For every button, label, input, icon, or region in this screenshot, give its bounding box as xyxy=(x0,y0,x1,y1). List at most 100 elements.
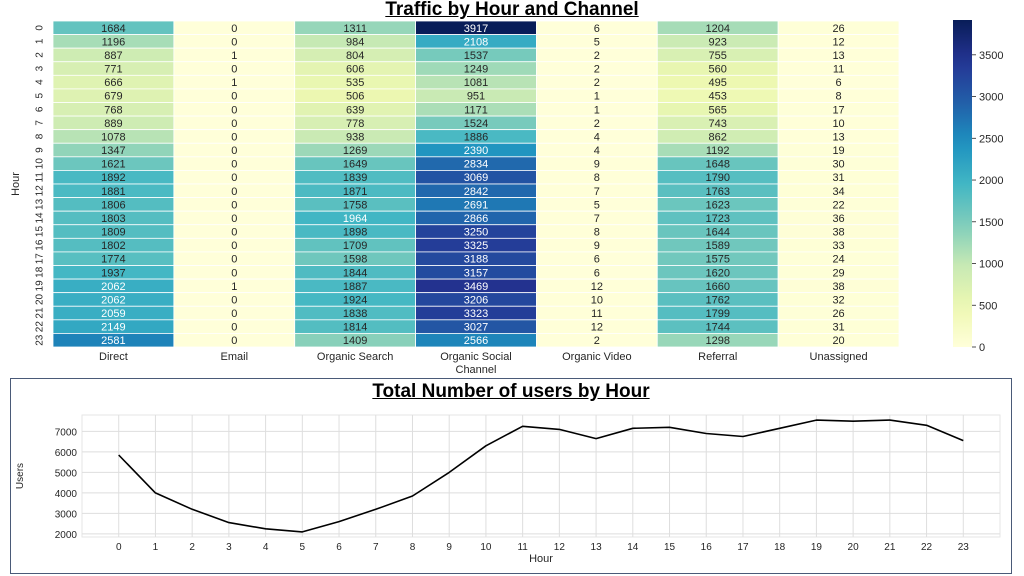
heatmap-cell-label: 506 xyxy=(346,91,364,103)
heatmap-cell-label: 9 xyxy=(594,240,600,252)
heatmap-cell-label: 1660 xyxy=(705,281,729,293)
heatmap-cell-label: 2866 xyxy=(464,213,488,225)
colorbar-tick-label: 2500 xyxy=(979,133,1003,145)
heatmap-cell-label: 34 xyxy=(832,186,844,198)
heatmap-cell-label: 29 xyxy=(832,267,844,279)
heatmap-cell-label: 984 xyxy=(346,36,364,48)
heatmap-cell-label: 0 xyxy=(231,294,237,306)
y-tick-label: 6000 xyxy=(55,448,78,459)
heatmap-cell-label: 11 xyxy=(591,308,602,320)
heatmap-cell-label: 31 xyxy=(832,322,844,334)
line-chart-title: Total Number of users by Hour xyxy=(372,381,650,402)
heatmap-cell-label: 453 xyxy=(709,91,727,103)
heatmap-cell-label: 0 xyxy=(231,240,237,252)
heatmap-cell-label: 2390 xyxy=(464,145,488,157)
heatmap-cell-label: 1892 xyxy=(101,172,125,184)
x-tick-label: Direct xyxy=(99,351,128,363)
y-axis-label: Users xyxy=(15,463,26,489)
heatmap-cell-label: 560 xyxy=(709,64,727,76)
x-tick-label: 20 xyxy=(848,542,860,553)
colorbar-tick-label: 3500 xyxy=(979,50,1003,62)
heatmap-cell-label: 2 xyxy=(594,64,600,76)
heatmap-cell-label: 1 xyxy=(231,281,237,293)
heatmap-cell-label: 804 xyxy=(346,50,364,62)
x-axis-label: Channel xyxy=(456,364,497,376)
heatmap-cell-label: 3469 xyxy=(464,281,488,293)
heatmap-cell-label: 1881 xyxy=(101,186,125,198)
heatmap-cell-label: 5 xyxy=(594,199,600,211)
heatmap-cell-label: 4 xyxy=(594,145,600,157)
heatmap-cell-label: 2062 xyxy=(101,281,125,293)
heatmap-panel: Traffic by Hour and Channel 1684 0 1311 391… xyxy=(10,0,1003,376)
heatmap-cell-label: 1 xyxy=(594,104,600,116)
x-tick-label: 14 xyxy=(627,542,639,553)
heatmap-cell-label: 19 xyxy=(832,145,844,157)
heatmap-cell-label: 0 xyxy=(231,131,237,143)
heatmap-cell-label: 1809 xyxy=(101,227,125,239)
heatmap-cell-label: 743 xyxy=(709,118,727,130)
heatmap-cell-label: 1623 xyxy=(705,199,729,211)
heatmap-cell-label: 1887 xyxy=(343,281,367,293)
heatmap-cell-label: 0 xyxy=(231,159,237,171)
x-tick-label: 8 xyxy=(410,542,416,553)
heatmap-cell-label: 1806 xyxy=(101,199,125,211)
heatmap-cell-label: 3917 xyxy=(464,23,488,35)
heatmap-cell-label: 565 xyxy=(709,104,727,116)
y-tick-label: 0 xyxy=(35,25,46,31)
heatmap-cell-label: 1758 xyxy=(343,199,367,211)
x-tick-label: 9 xyxy=(446,542,452,553)
y-tick-label: 17 xyxy=(35,253,46,265)
y-tick-label: 5 xyxy=(35,92,46,98)
heatmap-cell-label: 1814 xyxy=(343,322,367,334)
x-axis-label: Hour xyxy=(529,553,553,565)
heatmap-cell-label: 2 xyxy=(594,77,600,89)
heatmap-cell-label: 1790 xyxy=(705,172,729,184)
heatmap-cell-label: 5 xyxy=(594,36,600,48)
heatmap-cell-label: 0 xyxy=(231,308,237,320)
y-tick-label: 9 xyxy=(35,147,46,153)
heatmap-cell-label: 755 xyxy=(709,50,727,62)
heatmap-cell-label: 0 xyxy=(231,322,237,334)
colorbar-tick-label: 1500 xyxy=(979,217,1003,229)
x-tick-label: 7 xyxy=(373,542,379,553)
x-tick-label: 12 xyxy=(554,542,566,553)
heatmap-cell-label: 3206 xyxy=(464,294,488,306)
x-tick-label: 16 xyxy=(701,542,713,553)
heatmap-cell-label: 1081 xyxy=(464,77,488,89)
y-tick-label: 11 xyxy=(35,172,46,183)
heatmap-cell-label: 1774 xyxy=(101,254,125,266)
x-tick-label: 1 xyxy=(153,542,159,553)
heatmap-cell-label: 768 xyxy=(104,104,122,116)
heatmap-cell-label: 1838 xyxy=(343,308,367,320)
heatmap-cell-label: 0 xyxy=(231,91,237,103)
heatmap-cell-label: 17 xyxy=(832,104,844,116)
y-tick-label: 3 xyxy=(35,65,46,71)
y-tick-label: 22 xyxy=(35,321,46,333)
heatmap-cell-label: 0 xyxy=(231,23,237,35)
heatmap-cell-label: 2581 xyxy=(101,335,125,347)
heatmap-cell-label: 0 xyxy=(231,172,237,184)
heatmap-cell-label: 2691 xyxy=(464,199,488,211)
heatmap-cell-label: 1347 xyxy=(101,145,125,157)
heatmap-cell-label: 1249 xyxy=(464,64,488,76)
heatmap-cell-label: 1575 xyxy=(705,254,729,266)
heatmap-cell-label: 2 xyxy=(594,50,600,62)
y-tick-label: 1 xyxy=(35,38,46,44)
heatmap-cell-label: 771 xyxy=(104,64,122,76)
heatmap-cell-label: 3027 xyxy=(464,322,488,334)
heatmap-cell-label: 0 xyxy=(231,145,237,157)
heatmap-cell-label: 0 xyxy=(231,335,237,347)
y-tick-label: 7000 xyxy=(55,427,78,438)
heatmap-cell-label: 31 xyxy=(832,172,844,184)
heatmap-cell-label: 1937 xyxy=(101,267,125,279)
x-tick-label: 19 xyxy=(811,542,823,553)
y-tick-label: 6 xyxy=(35,106,46,112)
heatmap-cell-label: 1298 xyxy=(705,335,729,347)
x-tick-label: 18 xyxy=(774,542,786,553)
y-axis-label: Hour xyxy=(10,172,22,196)
heatmap-cell-label: 0 xyxy=(231,267,237,279)
heatmap-cell-label: 6 xyxy=(594,23,600,35)
plot-area xyxy=(81,414,1001,538)
heatmap-cell-label: 1886 xyxy=(464,131,488,143)
heatmap-cell-label: 535 xyxy=(346,77,364,89)
